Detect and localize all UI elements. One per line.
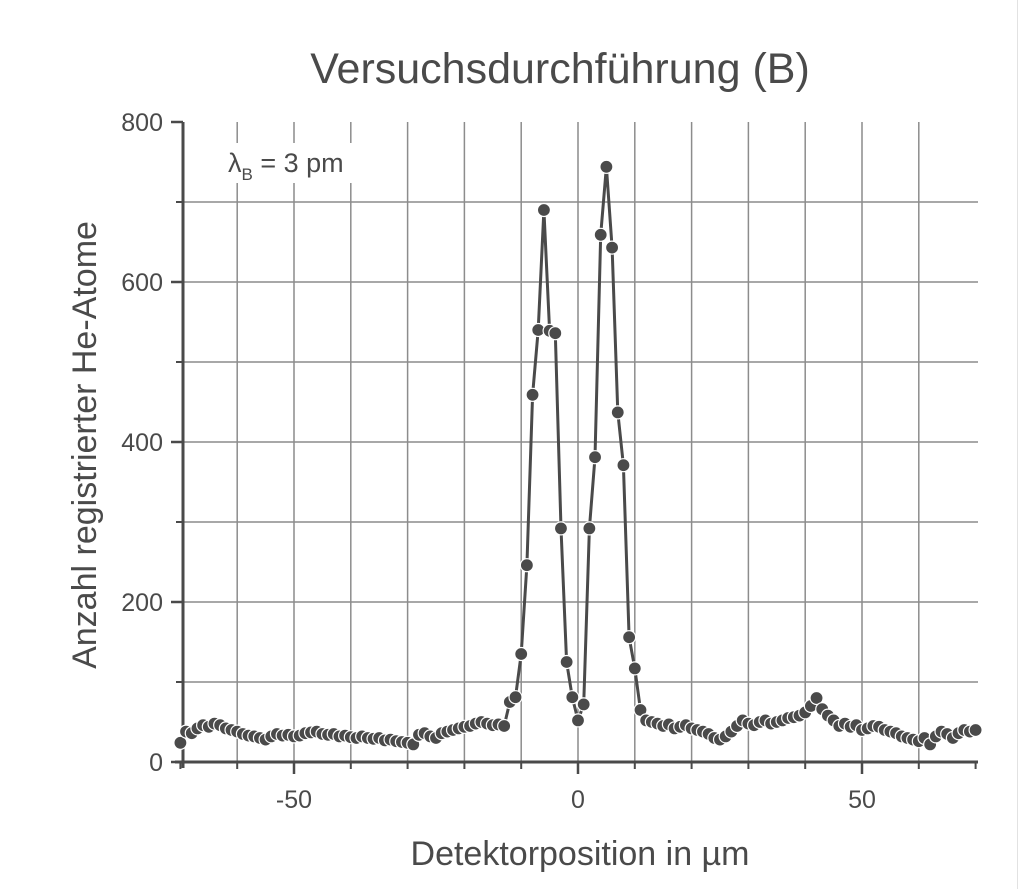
- axes: 0 200 400 600 800 -50 0 50: [121, 109, 978, 814]
- lambda-symbol: λ: [228, 148, 242, 178]
- y-tick-label: 600: [121, 269, 163, 297]
- chart-title: Versuchsdurchführung (B): [310, 45, 810, 93]
- x-axis-label: Detektorposition in µm: [411, 835, 750, 873]
- y-axis-label: Anzahl registrierter He-Atome: [66, 221, 104, 669]
- x-tick-label: -50: [276, 786, 312, 814]
- data-point: [508, 690, 523, 705]
- lambda-value: = 3 pm: [253, 148, 344, 178]
- wavelength-annotation: λB = 3 pm: [228, 148, 344, 184]
- data-point: [968, 722, 983, 738]
- data-point: [809, 690, 824, 706]
- x-tick-label: 0: [571, 786, 585, 814]
- right-border: [1017, 0, 1018, 889]
- data-point: [173, 735, 188, 750]
- data-point: [514, 646, 529, 662]
- data-point: [582, 521, 597, 536]
- y-tick-label: 0: [149, 749, 163, 777]
- data-point: [593, 227, 608, 242]
- x-tick-label: 50: [848, 786, 876, 814]
- data-point: [599, 159, 614, 174]
- data-series: [173, 159, 983, 752]
- data-point: [559, 654, 574, 670]
- y-tick-label: 400: [121, 429, 163, 457]
- data-point: [616, 458, 631, 473]
- data-point: [525, 387, 540, 402]
- lambda-subscript: B: [242, 165, 253, 184]
- annotation-background: [222, 143, 374, 183]
- data-point: [622, 630, 637, 645]
- data-point: [610, 405, 625, 420]
- data-point: [497, 718, 512, 734]
- data-point: [587, 450, 603, 465]
- y-tick-label: 200: [121, 589, 163, 617]
- data-point: [576, 697, 591, 712]
- y-tick-label: 800: [121, 109, 163, 137]
- data-point: [565, 690, 580, 705]
- data-point: [604, 240, 620, 255]
- data-point: [536, 202, 552, 218]
- data-point: [548, 326, 563, 341]
- gridlines: [183, 122, 978, 762]
- data-point: [553, 521, 569, 536]
- data-point: [570, 713, 586, 728]
- data-point: [519, 558, 534, 573]
- data-point: [627, 661, 642, 676]
